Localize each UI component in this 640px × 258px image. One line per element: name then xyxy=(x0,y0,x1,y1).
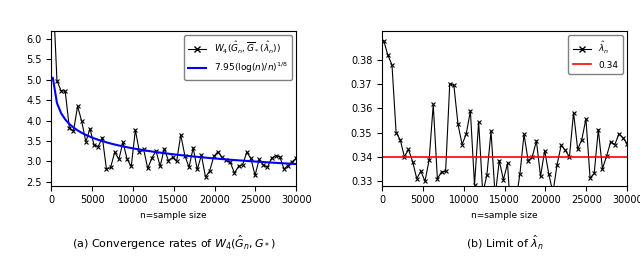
Legend: $\hat{\lambda}_n$, 0.34: $\hat{\lambda}_n$, 0.34 xyxy=(568,35,623,74)
Text: (a) Convergence rates of $W_4(\hat{G}_n, G_*)$: (a) Convergence rates of $W_4(\hat{G}_n,… xyxy=(72,233,276,252)
X-axis label: n=sample size: n=sample size xyxy=(140,211,207,220)
Text: (b) Limit of $\hat{\lambda}_n$: (b) Limit of $\hat{\lambda}_n$ xyxy=(466,233,543,252)
Legend: $W_4(\hat{G}_n, \overline{G}_*(\hat{\lambda}_n))$, $7.95(\log(n)/n)^{1/8}$: $W_4(\hat{G}_n, \overline{G}_*(\hat{\lam… xyxy=(184,35,292,79)
X-axis label: n=sample size: n=sample size xyxy=(471,211,538,220)
